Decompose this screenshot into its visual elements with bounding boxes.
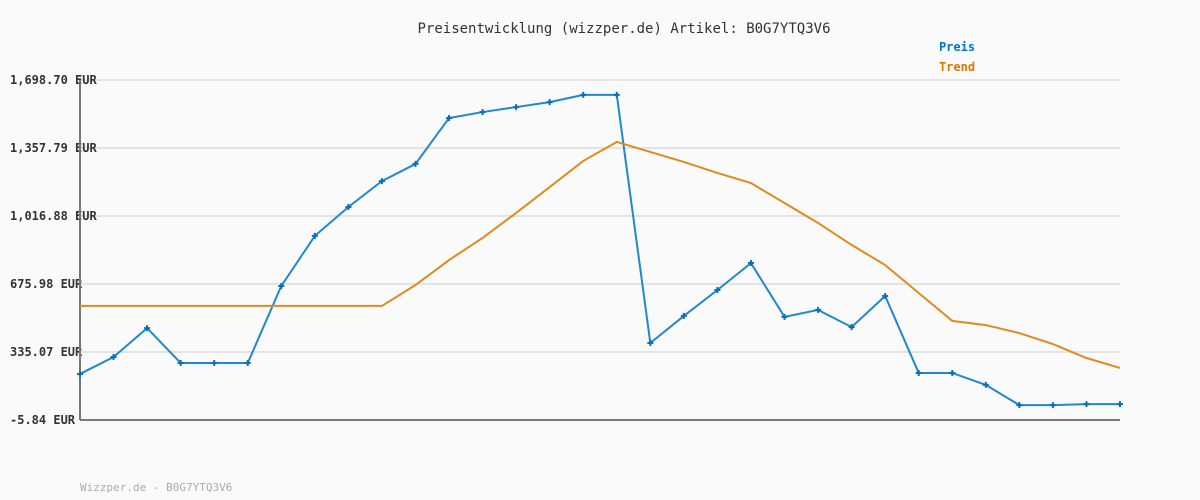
chart-title: Preisentwicklung (wizzper.de) Artikel: B… bbox=[417, 21, 830, 37]
y-tick-label: -5.84 EUR bbox=[10, 413, 76, 427]
data-point bbox=[345, 204, 352, 211]
data-point bbox=[714, 286, 721, 293]
footer-text: Wizzper.de - B0G7YTQ3V6 bbox=[80, 481, 232, 494]
data-point bbox=[311, 232, 318, 239]
data-point bbox=[647, 340, 654, 347]
y-tick-label: 335.07 EUR bbox=[10, 345, 83, 359]
data-point bbox=[378, 178, 385, 185]
series-line-trend bbox=[80, 140, 1121, 369]
data-point bbox=[949, 369, 956, 376]
data-point bbox=[915, 369, 922, 376]
series-line-preis bbox=[79, 93, 1120, 407]
y-tick-label: 675.98 EUR bbox=[10, 277, 83, 291]
data-point bbox=[412, 160, 419, 167]
data-point bbox=[580, 91, 587, 98]
data-point bbox=[110, 354, 117, 360]
legend-trend: Trend bbox=[939, 60, 975, 74]
y-axis-ticks: -5.84 EUR 335.07 EUR 675.98 EUR 1,016.88 EU… bbox=[10, 73, 97, 427]
data-point bbox=[882, 292, 889, 299]
data-point bbox=[781, 313, 788, 320]
data-point bbox=[1117, 401, 1123, 408]
legend-preis: Preis bbox=[939, 40, 975, 54]
data-point bbox=[177, 359, 184, 366]
data-point bbox=[211, 359, 218, 366]
data-point bbox=[278, 282, 285, 289]
data-point bbox=[144, 325, 151, 332]
data-point bbox=[747, 260, 754, 267]
data-point bbox=[546, 99, 553, 106]
y-tick-label: 1,698.70 EUR bbox=[10, 73, 97, 87]
data-point bbox=[680, 312, 687, 319]
data-point bbox=[244, 359, 251, 366]
y-tick-label: 1,357.79 EUR bbox=[10, 141, 97, 155]
data-point bbox=[1083, 401, 1090, 408]
data-point bbox=[446, 115, 453, 122]
data-point bbox=[479, 109, 486, 116]
series-group bbox=[77, 91, 1123, 409]
data-point bbox=[848, 324, 855, 331]
data-point bbox=[1016, 402, 1023, 409]
data-point bbox=[1049, 402, 1056, 409]
data-point bbox=[815, 306, 822, 313]
grid bbox=[80, 79, 1120, 353]
y-tick-label: 1,016.88 EUR bbox=[10, 209, 97, 223]
data-point bbox=[982, 381, 989, 388]
data-point bbox=[77, 370, 83, 377]
data-point bbox=[513, 104, 520, 111]
data-point bbox=[613, 91, 620, 98]
